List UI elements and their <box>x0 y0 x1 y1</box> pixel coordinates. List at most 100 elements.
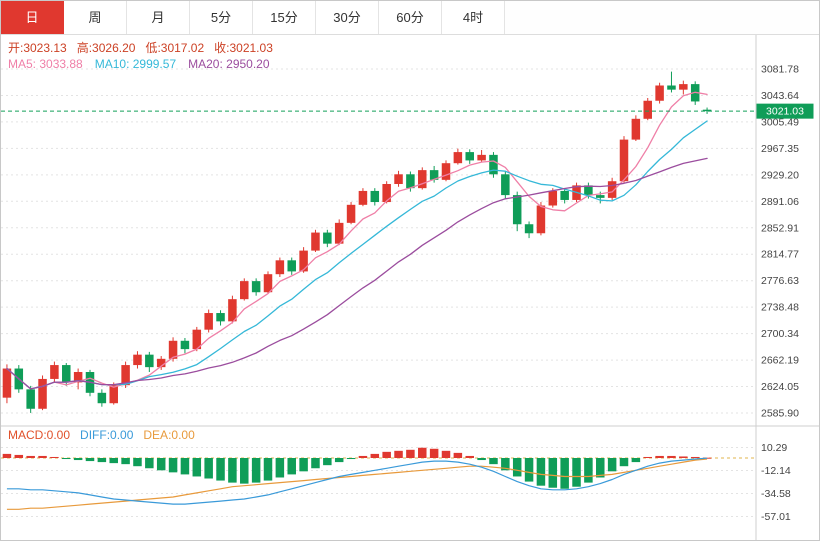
timeframe-tab-1[interactable]: 周 <box>64 1 127 34</box>
macd-hist-bar <box>702 457 712 459</box>
timeframe-tab-0[interactable]: 日 <box>1 1 64 34</box>
candle-body <box>240 281 249 300</box>
macd-hist-bar <box>26 455 35 458</box>
macd-hist-bar <box>619 458 629 467</box>
candle-body <box>168 340 178 359</box>
macd-hist-bar <box>679 456 688 458</box>
candle-body <box>441 163 451 180</box>
macd-axis-tick: 10.29 <box>761 442 787 454</box>
timeframe-tab-5[interactable]: 30分 <box>316 1 379 34</box>
y-axis-tick: 2738.48 <box>761 302 799 314</box>
macd-hist-bar <box>441 450 451 458</box>
candle-body <box>643 100 652 119</box>
macd-hist-bar <box>489 458 498 465</box>
candle-body <box>145 354 154 368</box>
open-value: 开:3023.13 <box>8 41 67 55</box>
candle-body <box>524 224 534 234</box>
candle-body <box>548 190 558 206</box>
macd-hist-bar <box>334 458 344 463</box>
macd-value: MACD:0.00 <box>8 428 71 442</box>
last-price-tag-label: 3021.03 <box>766 106 804 118</box>
macd-hist-bar <box>14 454 24 458</box>
y-axis-tick: 2700.34 <box>761 328 799 340</box>
candle-body <box>536 205 546 234</box>
timeframe-tab-3[interactable]: 5分 <box>190 1 253 34</box>
macd-hist-bar <box>358 455 368 458</box>
candle-body <box>560 190 569 200</box>
y-axis-tick: 2585.90 <box>761 408 799 420</box>
macd-hist-bar <box>228 458 237 483</box>
candlestick-chart[interactable]: 3081.78 3043.64 3005.49 2967.35 2929.20 2891.… <box>1 35 820 541</box>
macd-axis-tick: -34.58 <box>761 488 791 500</box>
timeframe-tab-7[interactable]: 4时 <box>442 1 505 34</box>
dea-value: DEA:0.00 <box>143 428 195 442</box>
high-value: 高:3026.20 <box>76 41 136 55</box>
macd-hist-bar <box>643 456 652 458</box>
candle-body <box>489 154 498 175</box>
macd-hist-bar <box>584 458 593 483</box>
macd-hist-bar <box>323 458 332 466</box>
ma20-value: MA20: 2950.20 <box>188 57 270 71</box>
candle-body <box>121 365 130 386</box>
candle-body <box>38 378 47 409</box>
candle-body <box>251 281 261 293</box>
y-axis-tick: 2852.91 <box>761 222 799 234</box>
candle-body <box>334 222 344 244</box>
candle-body <box>667 85 676 90</box>
macd-axis-tick: -57.01 <box>761 511 791 523</box>
macd-hist-bar <box>275 458 285 478</box>
candle-body <box>453 152 463 164</box>
candle-body <box>477 154 486 161</box>
candle-body <box>501 174 510 196</box>
candle-body <box>299 250 308 272</box>
y-axis-tick: 2967.35 <box>761 143 799 155</box>
candle-body <box>370 190 380 203</box>
timeframe-tab-2[interactable]: 月 <box>127 1 190 34</box>
candle-body <box>607 181 617 198</box>
candle-body <box>394 174 403 185</box>
macd-hist-bar <box>655 455 664 458</box>
macd-hist-bar <box>667 455 676 458</box>
macd-hist-bar <box>299 458 308 472</box>
candle-body <box>2 368 12 398</box>
macd-hist-bar <box>429 448 439 458</box>
timeframe-tab-4[interactable]: 15分 <box>253 1 316 34</box>
candle-body <box>263 274 273 293</box>
candle-body <box>512 195 522 225</box>
candle-body <box>62 365 71 383</box>
timeframe-tab-6[interactable]: 60分 <box>379 1 442 34</box>
macd-hist-bar <box>38 455 47 458</box>
macd-hist-bar <box>85 458 95 462</box>
diff-line <box>6 457 708 505</box>
candle-body <box>133 354 142 366</box>
candle-body <box>26 389 35 409</box>
macd-hist-bar <box>572 458 581 487</box>
macd-hist-bar <box>596 458 605 478</box>
macd-hist-bar <box>501 458 510 471</box>
macd-axis-tick: -12.14 <box>761 465 791 477</box>
candle-body <box>631 118 641 140</box>
macd-hist-bar <box>560 458 569 489</box>
macd-hist-bar <box>631 458 641 463</box>
candle-body <box>50 365 59 379</box>
macd-hist-bar <box>133 458 142 467</box>
ma10-value: MA10: 2999.57 <box>94 57 177 71</box>
candle-body <box>275 260 285 275</box>
candle-body <box>323 232 332 244</box>
macd-hist-bar <box>2 453 12 458</box>
macd-hist-bar <box>121 458 130 465</box>
macd-hist-bar <box>512 458 522 477</box>
candle-body <box>429 170 439 180</box>
ma20-line <box>6 157 708 390</box>
candle-body <box>156 358 166 368</box>
candle-body <box>418 170 427 189</box>
y-axis-tick: 2929.20 <box>761 169 799 181</box>
macd-hist-bar <box>251 458 261 483</box>
macd-hist-bar <box>465 455 474 458</box>
candle-body <box>619 139 629 182</box>
macd-hist-bar <box>607 458 617 472</box>
macd-hist-bar <box>216 458 225 481</box>
ma-readout: MA5: 3033.88 MA10: 2999.57 MA20: 2950.20 <box>8 57 282 71</box>
candle-body <box>655 85 664 101</box>
